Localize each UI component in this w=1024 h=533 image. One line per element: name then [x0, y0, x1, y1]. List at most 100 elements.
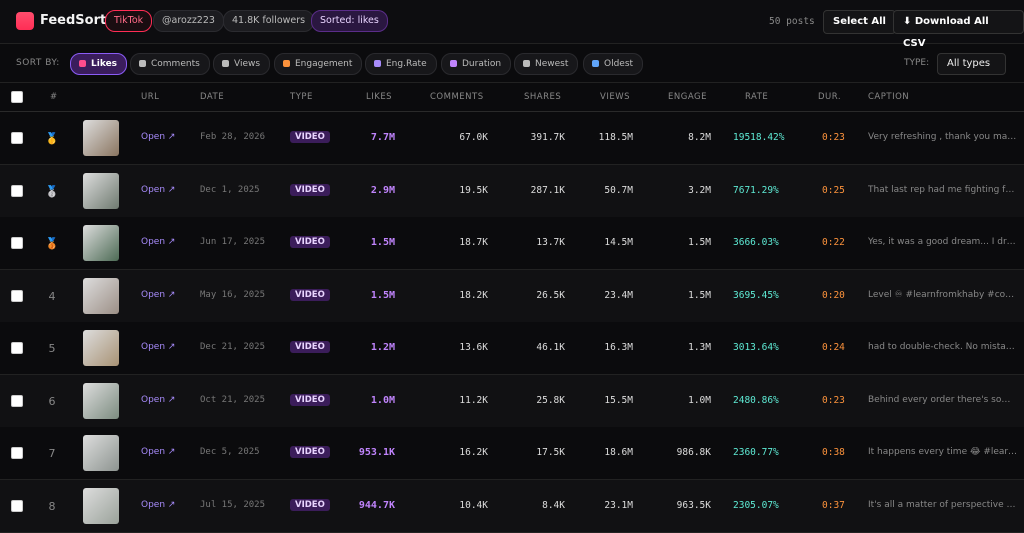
column-header: SHARES [524, 92, 562, 102]
column-header: URL [141, 92, 160, 102]
engagement: 8.2M [688, 132, 711, 143]
type-badge: VIDEO [290, 446, 330, 458]
shares: 46.1K [536, 342, 565, 353]
row-checkbox[interactable] [11, 184, 23, 197]
engagement: 1.5M [688, 237, 711, 248]
option-icon [283, 60, 290, 67]
views: 18.6M [604, 447, 633, 458]
table-row[interactable]: 5 Open ↗ Dec 21, 2025 VIDEO 1.2M 13.6K 46.1K 16… [0, 322, 1024, 375]
type-badge: VIDEO [290, 341, 330, 353]
type-badge: VIDEO [290, 183, 330, 196]
sort-option[interactable]: Duration [441, 53, 512, 75]
engagement: 3.2M [688, 184, 711, 196]
table-header: # URL DATE TYPE LIKES COMMENTS SHARES VIEWS ENGA… [0, 83, 1024, 112]
post-link[interactable]: Open ↗ [141, 132, 176, 142]
table-row[interactable]: 🥉 Open ↗ Jun 17, 2025 VIDEO 1.5M 18.7K 13.7K 14… [0, 217, 1024, 270]
likes: 953.1K [358, 447, 395, 458]
option-label: Newest [535, 59, 569, 69]
thumbnail [83, 172, 119, 209]
shares: 26.5K [536, 289, 565, 301]
comments: 13.6K [459, 342, 488, 353]
sort-option[interactable]: Newest [514, 53, 579, 75]
type-label: TYPE: [904, 58, 930, 68]
thumbnail [83, 435, 119, 471]
row-checkbox[interactable] [11, 499, 23, 512]
eng-rate: 3666.03% [733, 237, 779, 248]
post-link[interactable]: Open ↗ [141, 499, 176, 510]
sort-option[interactable]: Views [213, 53, 271, 75]
likes: 1.5M [370, 289, 395, 301]
rank: 4 [48, 289, 56, 303]
post-link[interactable]: Open ↗ [141, 289, 176, 300]
type-badge: VIDEO [290, 288, 330, 301]
comments: 67.0K [459, 132, 488, 143]
row-checkbox[interactable] [11, 237, 23, 249]
duration: 0:25 [822, 184, 845, 196]
row-checkbox[interactable] [11, 447, 23, 459]
row-checkbox[interactable] [11, 132, 23, 144]
column-header: RATE [745, 92, 769, 102]
handle-badge: @arozz223 [153, 10, 224, 32]
eng-rate: 3013.64% [733, 342, 779, 353]
sort-option[interactable]: Comments [130, 53, 210, 75]
duration: 0:37 [822, 499, 845, 511]
views: 23.1M [604, 499, 633, 511]
post-link[interactable]: Open ↗ [141, 342, 176, 352]
post-link[interactable]: Open ↗ [141, 447, 176, 457]
post-link[interactable]: Open ↗ [141, 184, 176, 195]
shares: 8.4K [542, 499, 565, 511]
views: 50.7M [604, 184, 633, 196]
option-label: Views [234, 59, 261, 69]
thumbnail [83, 382, 119, 419]
option-icon [450, 60, 457, 67]
table-row[interactable]: 🥈 Open ↗ Dec 1, 2025 VIDEO 2.9M 19.5K 287.1K 50… [0, 164, 1024, 218]
row-checkbox[interactable] [11, 342, 23, 354]
table-row[interactable]: 6 Open ↗ Oct 21, 2025 VIDEO 1.0M 11.2K 25.8K 15… [0, 374, 1024, 428]
column-header: LIKES [366, 92, 393, 102]
sort-label: SORT BY: [16, 58, 60, 68]
option-label: Comments [151, 59, 200, 69]
sort-option[interactable]: Oldest [583, 53, 644, 75]
duration: 0:24 [822, 342, 845, 353]
engagement: 1.0M [688, 394, 711, 406]
top-bar: FeedSort TikTok @arozz223 41.8K follower… [0, 0, 1024, 49]
rank: 8 [48, 499, 56, 513]
thumbnail [83, 330, 119, 366]
row-checkbox[interactable] [11, 394, 23, 407]
brand: FeedSort [40, 13, 107, 28]
table-row[interactable]: 7 Open ↗ Dec 5, 2025 VIDEO 953.1K 16.2K 17.5K 1… [0, 427, 1024, 480]
caption: had to double-check. No mistak... [868, 342, 1018, 352]
type-select[interactable]: All types [937, 53, 1006, 75]
likes: 1.0M [370, 394, 395, 406]
type-badge: VIDEO [290, 393, 330, 406]
caption: Behind every order there's some... [868, 394, 1018, 405]
table-row[interactable]: 8 Open ↗ Jul 15, 2025 VIDEO 944.7K 10.4K 8.4K 2… [0, 479, 1024, 533]
sort-option[interactable]: Eng.Rate [365, 53, 437, 75]
option-icon [592, 60, 599, 67]
select-all-button[interactable]: Select All [823, 10, 896, 34]
views: 14.5M [604, 237, 633, 248]
download-button[interactable]: ⬇ Download All CSV [893, 10, 1024, 49]
engagement: 1.5M [688, 289, 711, 301]
post-link[interactable]: Open ↗ [141, 237, 176, 247]
duration: 0:23 [822, 132, 845, 143]
table-row[interactable]: 4 Open ↗ May 16, 2025 VIDEO 1.5M 18.2K 26.5K 23… [0, 269, 1024, 323]
eng-rate: 3695.45% [733, 289, 779, 301]
likes: 2.9M [370, 184, 395, 196]
engagement: 1.3M [688, 342, 711, 353]
caption: Level ♾ #learnfromkhaby #com... [868, 289, 1018, 300]
sort-option[interactable]: Likes [70, 53, 128, 75]
shares: 13.7K [536, 237, 565, 248]
post-link[interactable]: Open ↗ [141, 394, 176, 405]
views: 16.3M [604, 342, 633, 353]
column-header: DUR. [818, 92, 842, 102]
sort-option[interactable]: Engagement [274, 53, 363, 75]
table-row[interactable]: 🥇 Open ↗ Feb 28, 2026 VIDEO 7.7M 67.0K 391.7K 1… [0, 112, 1024, 165]
select-all-checkbox[interactable] [11, 91, 23, 103]
row-checkbox[interactable] [11, 289, 23, 302]
eng-rate: 2480.86% [733, 394, 779, 406]
column-header: CAPTION [868, 92, 910, 102]
duration: 0:22 [822, 237, 845, 248]
duration: 0:23 [822, 394, 845, 406]
